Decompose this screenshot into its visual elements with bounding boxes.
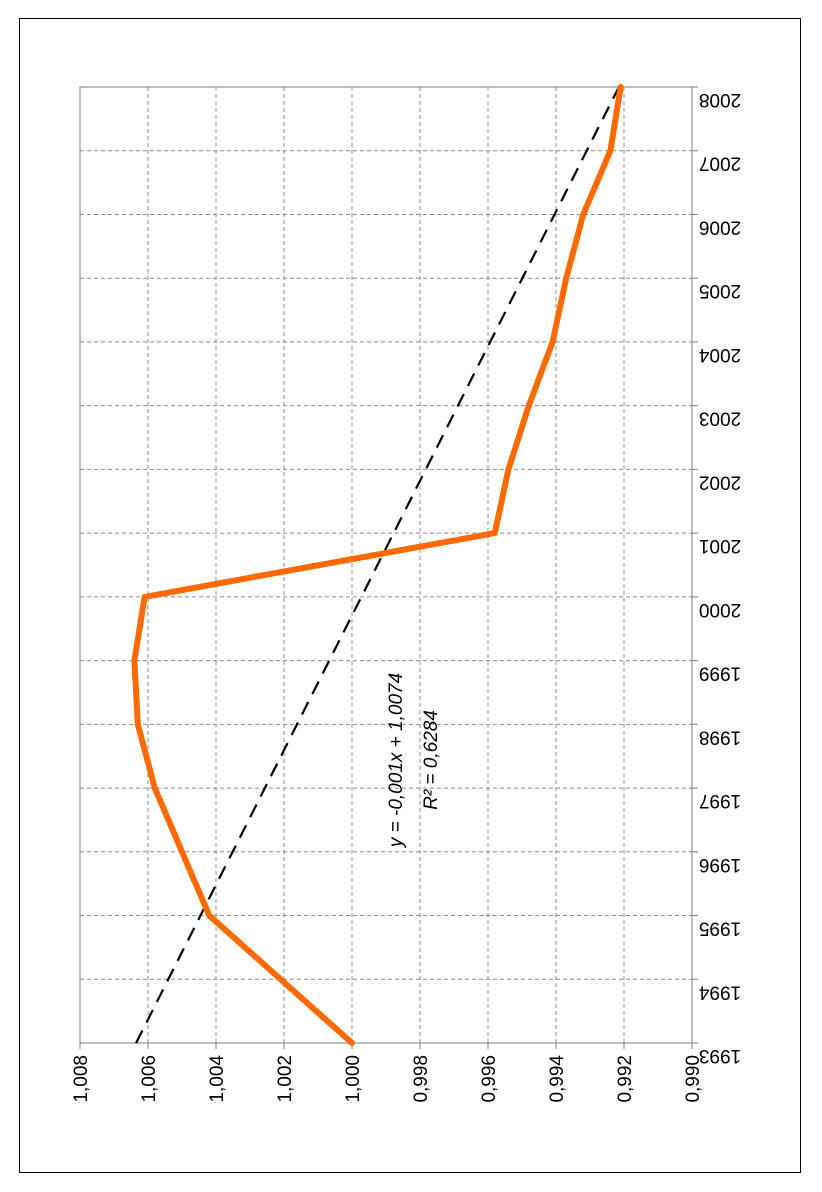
y-tick-label: 0,994 bbox=[547, 1055, 568, 1103]
trendline-r-squared: R² = 0,6284 bbox=[421, 710, 442, 810]
x-axis-tick-labels: 1993 1994 1995 1996 1997 1998 1999 2000 2001 2002… bbox=[698, 89, 741, 1066]
trendline bbox=[135, 86, 620, 1044]
plot-area bbox=[79, 86, 693, 1044]
x-tick-label: 1998 bbox=[699, 726, 741, 747]
y-axis-tick-labels: 1,008 1,006 1,004 1,002 1,000 0,998 0,996 0,994… bbox=[71, 1055, 704, 1103]
y-tick-label: 0,990 bbox=[683, 1055, 704, 1103]
x-tick-label: 2006 bbox=[699, 216, 741, 237]
trendline-equation: y = -0,001x + 1,0074 bbox=[386, 673, 407, 849]
y-tick-label: 1,000 bbox=[343, 1055, 364, 1103]
x-tick-label: 1997 bbox=[699, 790, 741, 811]
x-tick-label: 2005 bbox=[699, 280, 741, 301]
x-tick-label: 1996 bbox=[699, 854, 741, 875]
x-tick-label: 2008 bbox=[699, 89, 741, 110]
y-tick-label: 1,006 bbox=[139, 1055, 160, 1103]
y-tick-label: 0,998 bbox=[411, 1055, 432, 1103]
x-tick-label: 2000 bbox=[699, 599, 741, 620]
y-tick-label: 0,992 bbox=[615, 1055, 636, 1103]
x-tick-label: 2004 bbox=[698, 344, 741, 365]
x-tick-label: 1995 bbox=[699, 918, 741, 939]
x-tick-label: 2007 bbox=[699, 153, 741, 174]
axis-ticks bbox=[79, 86, 698, 1049]
x-tick-label: 2002 bbox=[699, 471, 741, 492]
x-tick-label: 1999 bbox=[699, 663, 741, 684]
x-tick-label: 2001 bbox=[699, 535, 741, 556]
chart-grid bbox=[80, 87, 692, 1043]
y-tick-label: 1,004 bbox=[207, 1055, 228, 1103]
x-tick-label: 1993 bbox=[699, 1045, 741, 1066]
trendline-equation-group: y = -0,001x + 1,0074 R² = 0,6284 bbox=[386, 673, 442, 849]
x-tick-label: 1994 bbox=[698, 981, 741, 1002]
x-tick-label: 2003 bbox=[699, 408, 741, 429]
y-tick-label: 1,008 bbox=[71, 1055, 92, 1103]
series-line bbox=[131, 84, 624, 1046]
y-tick-label: 0,996 bbox=[479, 1055, 500, 1103]
y-tick-label: 1,002 bbox=[275, 1055, 296, 1103]
